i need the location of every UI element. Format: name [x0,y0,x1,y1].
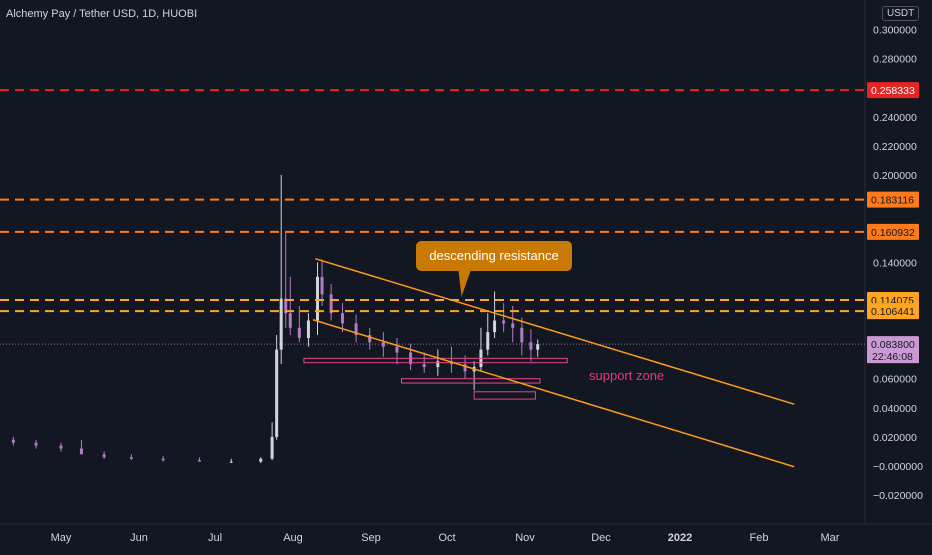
trendline [312,319,795,468]
candle-body [529,342,533,350]
y-tick-label: 0.200000 [873,170,917,182]
level-tag-bg [867,191,919,208]
level-tag-label: 0.160932 [871,227,915,239]
support-zone-box [473,391,536,400]
symbol-title: Alchemy Pay / Tether USD, 1D, HUOBI [6,8,198,20]
y-tick-label: 0.220000 [873,141,917,153]
candle-body [354,323,358,336]
candle-body [306,320,310,338]
y-tick-label: −0.020000 [873,490,923,502]
x-tick-label: Aug [283,532,303,544]
support-zone-box [401,378,541,384]
last-price-bg [867,336,919,364]
candle-body [502,320,506,324]
descending-resistance-callout: descending resistance [416,241,572,297]
y-tick-label: 0.040000 [873,403,917,415]
x-tick-label: 2022 [668,532,692,544]
candle-body [275,349,279,437]
y-tick-label: 0.140000 [873,257,917,269]
support-zone-box [303,357,568,364]
candle-body [320,276,324,295]
candle-body [102,454,106,458]
candle-body [381,342,385,347]
callout-bubble [416,241,572,297]
candle-body [493,320,497,333]
candle-body [197,460,201,462]
y-tick-label: 0.300000 [873,25,917,37]
support-zone-label: support zone [589,368,664,383]
level-tag-label: 0.258333 [871,85,915,97]
candle-body [259,458,263,462]
candle-body [270,436,274,459]
level-tag-bg [867,223,919,240]
x-tick-label: May [51,532,72,544]
last-price-label: 0.083800 [871,339,915,351]
candle-body [340,313,344,324]
level-price-tag: 0.258333 [867,82,919,99]
candle-body [11,439,15,443]
candle-body [297,327,301,338]
x-tick-label: Nov [515,532,535,544]
candle-body [536,344,540,350]
y-tick-label: 0.240000 [873,112,917,124]
candle-body [79,448,83,455]
callout-text: descending resistance [429,248,558,263]
candle-body [279,298,283,350]
candle-body [316,276,320,321]
candle-body [129,457,133,459]
candle-body [161,458,165,461]
candle-body [34,442,38,446]
y-tick-label: −0.000000 [873,461,923,473]
x-tick-label: Feb [750,532,769,544]
currency-selector[interactable]: USDT [882,6,920,21]
x-tick-label: Jun [130,532,148,544]
x-tick-label: Sep [361,532,381,544]
level-tag-bg [867,82,919,99]
level-tag-label: 0.106441 [871,306,915,318]
candle-body [395,346,399,353]
level-price-tag: 0.160932 [867,223,919,240]
candle-body [520,327,524,343]
candle-body [288,313,292,328]
level-tag-bg [867,303,919,320]
candle-body [284,298,288,314]
x-tick-label: Mar [821,532,840,544]
candle-body [436,361,440,368]
x-tick-label: Dec [591,532,611,544]
x-tick-label: Jul [208,532,222,544]
candle-body [422,364,426,368]
candle-body [59,445,63,449]
candle-body [329,294,333,314]
trendline [315,257,795,405]
countdown-label: 22:46:08 [872,351,913,363]
candle-body [511,323,515,328]
level-tag-label: 0.183116 [871,195,914,207]
level-price-tag: 0.183116 [867,191,919,208]
y-tick-label: 0.020000 [873,432,917,444]
x-tick-label: Oct [438,532,455,544]
candle-body [368,335,372,343]
candle-body [229,461,233,463]
y-tick-label: 0.280000 [873,54,917,66]
candle-body [463,364,467,372]
candle-body [486,332,490,350]
y-tick-label: 0.060000 [873,374,917,386]
level-price-tag: 0.106441 [867,303,919,320]
